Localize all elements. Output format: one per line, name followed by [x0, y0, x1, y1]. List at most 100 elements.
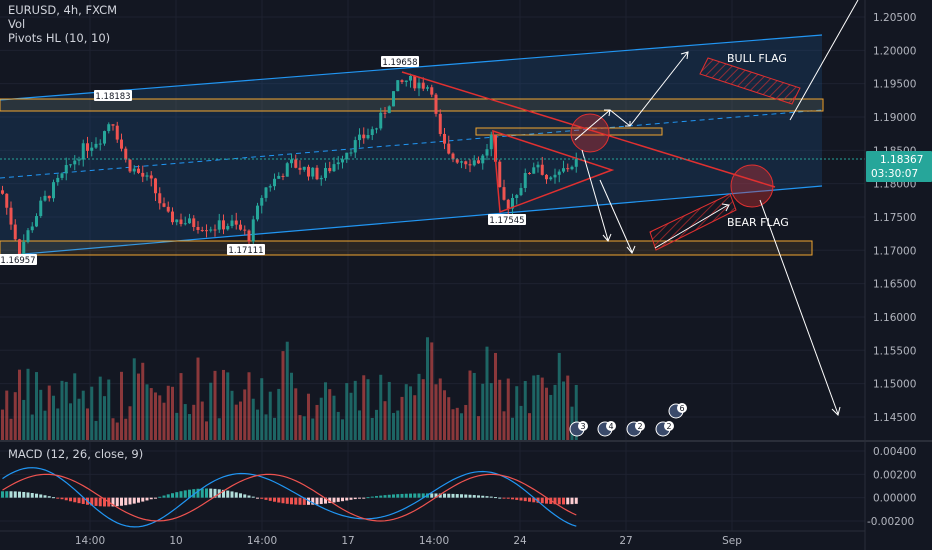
candle-body	[251, 219, 255, 242]
candle-body	[549, 177, 553, 180]
histogram-bar	[115, 497, 119, 507]
volume-bar	[213, 370, 217, 441]
volume-bar	[39, 389, 43, 441]
volume-bar	[460, 413, 463, 441]
candle-body	[175, 219, 179, 223]
volume-bar	[9, 418, 13, 441]
volume-bar	[443, 390, 446, 441]
channel-lower-line[interactable]	[0, 185, 823, 257]
candle-body	[396, 80, 400, 92]
indicator-pivots[interactable]: Pivots HL (10, 10)	[8, 31, 110, 45]
volume-bar	[294, 388, 298, 441]
histogram-bar	[447, 493, 451, 498]
volume-bar	[532, 375, 536, 441]
volume-bar	[362, 375, 366, 441]
candle-body	[30, 226, 34, 231]
breakout-circle-lower[interactable]	[730, 164, 774, 208]
macd-tick-label: -0.00200	[867, 516, 914, 528]
candle-body	[387, 106, 391, 114]
volume-bar	[273, 417, 276, 441]
candle-body	[536, 164, 540, 168]
volume-bar	[481, 383, 485, 441]
candle-body	[489, 134, 493, 150]
time-axis[interactable]: 14:00 10 14:00 17 14:00 24 27 Sep	[75, 535, 742, 547]
breakout-circle-upper[interactable]	[570, 113, 610, 153]
symbol-title[interactable]: EURUSD, 4h, FXCM	[8, 3, 117, 17]
volume-bar	[239, 401, 242, 441]
candle-body	[26, 230, 30, 242]
candle-body	[81, 143, 85, 160]
volume-bar	[472, 372, 476, 441]
candle-body	[451, 153, 455, 160]
indicator-vol[interactable]: Vol	[8, 17, 25, 31]
candle-body	[9, 207, 13, 225]
candle-body	[298, 167, 302, 170]
candle-body	[98, 143, 102, 145]
volume-bar	[413, 395, 417, 441]
histogram-bar	[281, 497, 285, 504]
last-price-tag: 1.18367 03:30:07	[866, 151, 932, 182]
histogram-bar	[22, 491, 26, 498]
histogram-bar	[30, 493, 34, 498]
histogram-bar	[264, 497, 268, 500]
candle-body	[362, 134, 366, 139]
bear-flag-shape[interactable]	[649, 193, 737, 251]
histogram-bar	[183, 490, 187, 498]
volume-bar	[468, 370, 472, 441]
channel-midline[interactable]	[0, 109, 823, 179]
candle-body	[166, 206, 170, 212]
histogram-bar	[353, 497, 357, 500]
candle-body	[417, 82, 421, 89]
candle-body	[94, 143, 98, 148]
support-zone[interactable]	[0, 240, 813, 256]
volume-bar	[158, 395, 162, 441]
volume-bar	[175, 412, 179, 441]
resistance-zone[interactable]	[0, 98, 824, 112]
candle-body	[103, 131, 106, 144]
event-count-dot	[677, 403, 687, 413]
channel-upper-line[interactable]	[0, 34, 823, 101]
macd-axis[interactable]: 0.00400 0.00200 0.00000 -0.00200	[867, 446, 916, 528]
volume-bar	[358, 410, 361, 441]
bull-flag-label: BULL FLAG	[727, 52, 787, 65]
histogram-bar	[472, 495, 476, 498]
projection-arrows[interactable]	[574, 0, 859, 416]
volume-bar	[260, 378, 264, 441]
candle-body	[5, 193, 9, 208]
volume-bar	[430, 342, 434, 441]
volume-bar	[188, 414, 191, 441]
histogram-bar	[362, 497, 366, 499]
candle-body	[179, 219, 183, 225]
histogram-bar	[366, 497, 370, 499]
volume-bar	[392, 412, 395, 441]
histogram-bar	[409, 493, 412, 498]
macd-tick-label: 0.00200	[873, 469, 916, 481]
pivot-labels: 1.19658 1.18183 1.16957 1.17111 1.17545	[0, 56, 526, 266]
volume-bars	[1, 337, 578, 441]
arrow-down-3	[759, 199, 839, 415]
event-count: 3	[580, 422, 585, 431]
candle-body	[43, 195, 47, 201]
triangle-pattern[interactable]	[492, 129, 615, 214]
histogram-bar	[298, 497, 302, 505]
histogram-bar	[468, 494, 472, 498]
descending-trendline[interactable]	[401, 71, 776, 188]
candle-body	[149, 175, 153, 179]
candle-body	[145, 175, 149, 177]
candle-body	[196, 227, 200, 231]
macd-title[interactable]: MACD (12, 26, close, 9)	[8, 447, 143, 461]
candle-body	[192, 218, 196, 228]
bull-flag-shape[interactable]	[699, 57, 801, 105]
volume-bar	[345, 383, 349, 441]
volume-bar	[94, 420, 98, 441]
histogram-bar	[443, 493, 446, 498]
volume-bar	[145, 384, 149, 441]
histogram-bar	[47, 496, 51, 498]
volume-bar	[107, 379, 111, 441]
histogram-bar	[387, 494, 391, 498]
volume-bar	[502, 411, 506, 441]
histogram-bar	[128, 497, 132, 505]
minor-resistance-zone[interactable]	[475, 127, 663, 136]
histogram-bar	[285, 497, 289, 504]
